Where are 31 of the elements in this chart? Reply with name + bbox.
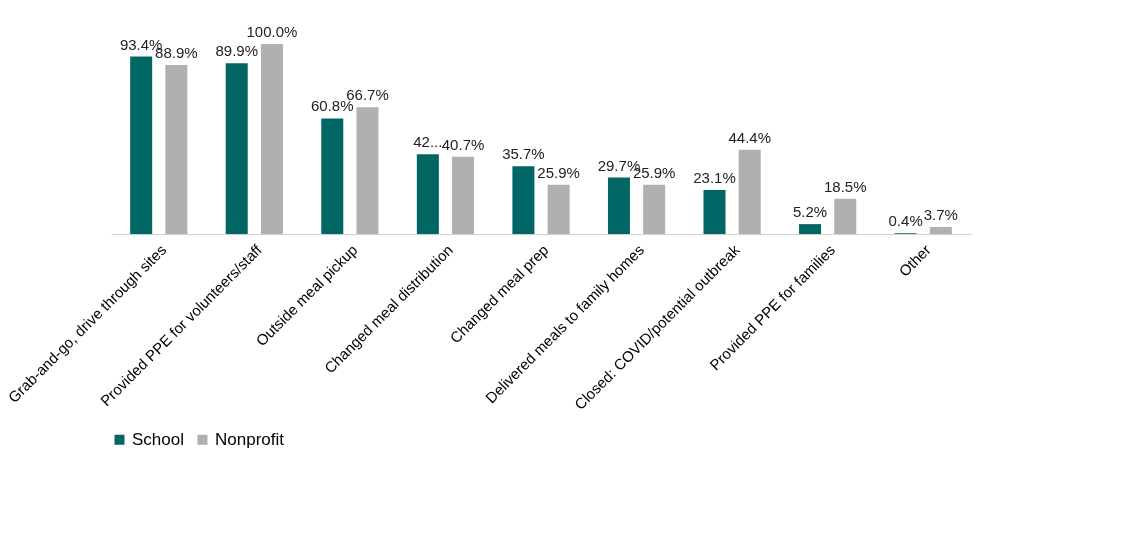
bar — [547, 184, 570, 234]
bar — [130, 56, 153, 234]
legend-label: School — [132, 429, 184, 449]
bar — [321, 118, 344, 234]
data-label: 100.0% — [246, 23, 298, 40]
data-label: 44.4% — [728, 128, 771, 146]
bar — [643, 184, 666, 234]
data-label: 42... — [413, 133, 443, 151]
bar — [703, 190, 726, 234]
data-label: 5.2% — [792, 203, 828, 221]
data-label: 3.7% — [923, 205, 958, 223]
data-label: 40.7% — [441, 135, 485, 153]
data-label: 35.7% — [502, 145, 545, 163]
bar — [929, 226, 952, 234]
data-label: 89.9% — [215, 42, 258, 60]
data-label: 25.9% — [537, 163, 580, 181]
bar — [225, 63, 248, 234]
bar — [834, 198, 857, 234]
bar — [356, 107, 379, 234]
legend-label: Nonprofit — [215, 429, 285, 449]
bar — [260, 44, 283, 234]
data-label: 18.5% — [824, 177, 867, 195]
data-label: 0.4% — [888, 212, 923, 230]
bar — [738, 149, 761, 234]
bar — [416, 154, 439, 234]
bar — [799, 224, 822, 234]
bar — [512, 166, 535, 234]
bar — [165, 65, 188, 234]
bar — [607, 177, 630, 234]
bar — [452, 156, 475, 234]
data-label: 23.1% — [693, 169, 736, 187]
